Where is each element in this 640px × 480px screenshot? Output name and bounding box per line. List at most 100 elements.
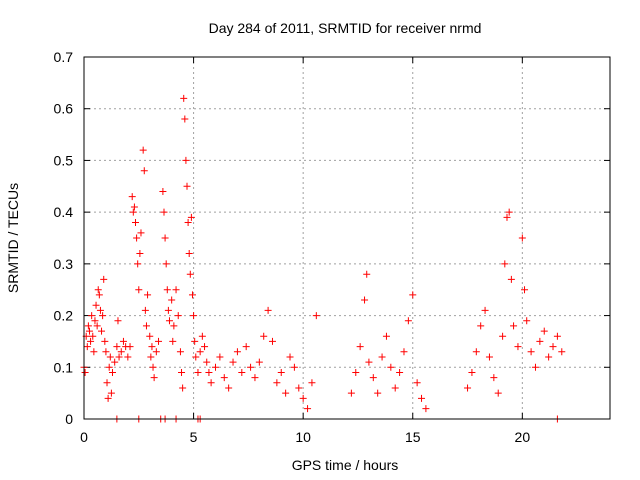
data-point (163, 286, 171, 294)
data-point (105, 363, 113, 371)
data-point (133, 234, 141, 242)
data-point (536, 337, 544, 345)
data-point (413, 379, 421, 387)
data-point (100, 275, 108, 283)
data-point (172, 286, 180, 294)
data-point (146, 332, 154, 340)
data-point (92, 301, 100, 309)
data-point (409, 291, 417, 299)
data-point (501, 260, 509, 268)
data-point (185, 250, 193, 258)
y-tick-label: 0 (65, 411, 73, 427)
data-point (247, 363, 255, 371)
data-point (404, 317, 412, 325)
data-point (134, 260, 142, 268)
data-point (304, 405, 312, 413)
data-point (103, 379, 111, 387)
data-point (188, 291, 196, 299)
data-point (505, 208, 513, 216)
data-point (468, 368, 476, 376)
data-point (192, 353, 200, 361)
data-point (264, 306, 272, 314)
data-point (485, 353, 493, 361)
data-point (490, 374, 498, 382)
data-point (481, 306, 489, 314)
data-point (142, 322, 150, 330)
data-point (178, 368, 186, 376)
data-point (98, 327, 106, 335)
data-point (128, 193, 136, 201)
data-point (277, 368, 285, 376)
data-point (198, 332, 206, 340)
data-point (312, 312, 320, 320)
data-point (102, 348, 110, 356)
data-point (168, 296, 176, 304)
data-point (141, 306, 149, 314)
data-point (464, 384, 472, 392)
data-point (180, 94, 188, 102)
data-point (149, 363, 157, 371)
data-point (242, 343, 250, 351)
data-point (499, 332, 507, 340)
y-axis-title: SRMTID / TECUs (5, 183, 21, 293)
data-point (527, 348, 535, 356)
data-point (147, 353, 155, 361)
data-point (162, 260, 170, 268)
data-point (119, 337, 127, 345)
data-point (308, 379, 316, 387)
chart-title: Day 284 of 2011, SRMTID for receiver nrm… (209, 20, 482, 36)
data-point (99, 312, 107, 320)
data-point (114, 317, 122, 325)
data-point (191, 337, 199, 345)
data-point (216, 353, 224, 361)
data-point (396, 368, 404, 376)
data-point (521, 286, 529, 294)
data-point (190, 312, 198, 320)
y-tick-label: 0.5 (54, 152, 74, 168)
data-point (523, 317, 531, 325)
y-tick-label: 0.7 (54, 49, 74, 65)
plot-frame (83, 56, 611, 420)
data-point (558, 348, 566, 356)
data-point (255, 358, 263, 366)
data-point (113, 343, 121, 351)
data-point (96, 306, 104, 314)
data-point (95, 291, 103, 299)
data-point (268, 337, 276, 345)
data-point (129, 208, 137, 216)
data-point (182, 156, 190, 164)
data-point (207, 379, 215, 387)
data-point (196, 348, 204, 356)
data-point (124, 353, 132, 361)
data-point (139, 146, 147, 154)
data-point (352, 368, 360, 376)
data-point (136, 250, 144, 258)
data-point (152, 348, 160, 356)
data-point (135, 286, 143, 294)
data-points (80, 94, 566, 423)
data-point (91, 317, 99, 325)
data-point (144, 291, 152, 299)
data-point (540, 327, 548, 335)
data-point (282, 389, 290, 397)
data-point (472, 348, 480, 356)
data-point (117, 348, 125, 356)
data-point (418, 394, 426, 402)
data-point (181, 115, 189, 123)
data-point (286, 353, 294, 361)
data-point (107, 389, 115, 397)
data-point (93, 322, 101, 330)
data-point (84, 322, 92, 330)
data-point (369, 374, 377, 382)
data-point (290, 363, 298, 371)
x-tick-label: 0 (80, 429, 88, 445)
data-point (115, 353, 123, 361)
data-point (273, 379, 281, 387)
data-point (220, 374, 228, 382)
data-point (518, 234, 526, 242)
data-point (183, 182, 191, 190)
data-point (126, 343, 134, 351)
data-point (179, 384, 187, 392)
data-point (137, 229, 145, 237)
data-point (186, 270, 194, 278)
